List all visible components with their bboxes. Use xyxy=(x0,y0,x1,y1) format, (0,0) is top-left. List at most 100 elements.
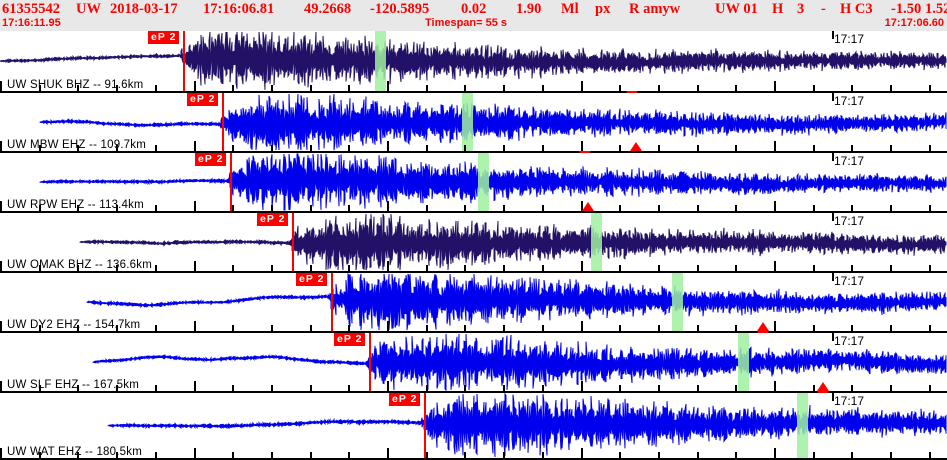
trace-panel[interactable]: eP 2 17:17 UW WAT EHZ -- 180.5km xyxy=(0,393,947,460)
time-tick-label: 17:17 xyxy=(834,394,865,408)
p-pick-line[interactable] xyxy=(292,213,294,271)
axis-tick xyxy=(929,205,931,213)
p-pick-line[interactable] xyxy=(230,153,232,211)
time-tick-mark xyxy=(832,273,834,281)
p-pick-line[interactable] xyxy=(424,393,426,458)
axis-tick xyxy=(697,265,699,273)
trace-panel[interactable]: eP 2 17:17 UW RPW EHZ -- 113.4km xyxy=(0,153,947,213)
axis-tick xyxy=(194,201,196,213)
axis-tick xyxy=(426,205,428,213)
p-pick-label[interactable]: eP 2 xyxy=(296,273,328,286)
magnitude: 1.90 xyxy=(516,1,542,17)
axis-tick xyxy=(348,452,350,460)
axis-tick xyxy=(387,321,389,333)
p-pick-label[interactable]: eP 2 xyxy=(389,393,421,406)
value-one: -1.50 xyxy=(891,1,922,17)
axis-tick xyxy=(503,452,505,460)
axis-tick xyxy=(155,85,157,93)
axis-tick xyxy=(387,201,389,213)
axis-tick xyxy=(116,145,118,153)
p-pick-label[interactable]: eP 2 xyxy=(195,153,227,166)
axis-tick xyxy=(503,385,505,393)
axis-tick xyxy=(387,141,389,153)
axis-tick xyxy=(232,385,234,393)
axis-tick xyxy=(697,145,699,153)
axis-tick xyxy=(581,261,583,273)
waveform-svg xyxy=(92,333,947,391)
p-pick-label[interactable]: eP 2 xyxy=(148,31,180,44)
coda-window-band xyxy=(672,273,683,331)
axis-tick xyxy=(890,205,892,213)
axis-tick xyxy=(155,205,157,213)
channel-label: UW SHUK BHZ -- 91.6km xyxy=(7,79,144,91)
channel-label: UW RPW EHZ -- 113.4km xyxy=(7,199,144,211)
axis-tick xyxy=(387,448,389,460)
h-c3-flag: H C3 xyxy=(840,1,873,17)
amplitude-marker-down-icon xyxy=(817,391,829,393)
magnitude-type: Ml xyxy=(561,1,579,17)
time-tick-label: 17:17 xyxy=(834,32,865,46)
coda-window-band xyxy=(478,153,489,211)
axis-tick xyxy=(310,452,312,460)
axis-tick xyxy=(735,85,737,93)
p-pick-line[interactable] xyxy=(222,93,224,151)
trace-panel[interactable]: eP 2 17:17 UW DY2 EHZ -- 154.7km xyxy=(0,273,947,333)
p-pick-label[interactable]: eP 2 xyxy=(257,213,289,226)
coda-window-band xyxy=(375,31,386,91)
time-tick-mark xyxy=(832,93,834,101)
network-code: UW xyxy=(76,1,101,17)
axis-tick xyxy=(348,265,350,273)
axis-tick xyxy=(735,265,737,273)
time-axis xyxy=(0,151,947,153)
coda-window-band xyxy=(462,93,473,151)
axis-tick xyxy=(658,385,660,393)
trace-panel[interactable]: eP 2 17:17 UW SHUK BHZ -- 91.6km xyxy=(0,31,947,93)
trace-panel[interactable]: eP 2 17:17 UW OMAK BHZ -- 136.6km xyxy=(0,213,947,273)
axis-tick xyxy=(697,452,699,460)
axis-tick xyxy=(77,85,79,93)
header-bar: 61355542 UW 2018-03-17 17:16:06.81 49.26… xyxy=(0,0,947,31)
channel-label: UW SLF EHZ -- 167.5km xyxy=(7,379,139,391)
waveform-svg xyxy=(86,273,947,331)
axis-tick xyxy=(774,81,776,93)
axis-tick xyxy=(194,381,196,393)
axis-tick xyxy=(348,145,350,153)
axis-tick xyxy=(271,145,273,153)
trace-panel[interactable]: eP 2 17:17 UW SLF EHZ -- 167.5km xyxy=(0,333,947,393)
p-pick-label[interactable]: eP 2 xyxy=(187,93,219,106)
time-axis xyxy=(0,391,947,393)
axis-tick xyxy=(194,321,196,333)
trace-panel[interactable]: eP 2 17:17 UW MBW EHZ -- 109.7km xyxy=(0,93,947,153)
axis-tick xyxy=(581,81,583,93)
axis-tick xyxy=(658,265,660,273)
axis-tick xyxy=(929,325,931,333)
axis-tick xyxy=(658,325,660,333)
time-tick-mark xyxy=(832,153,834,161)
axis-tick xyxy=(116,85,118,93)
axis-tick xyxy=(851,145,853,153)
channel-label: UW WAT EHZ -- 180.5km xyxy=(7,446,142,458)
window-end-time: 17:17:06.60 xyxy=(884,17,944,29)
axis-tick xyxy=(194,141,196,153)
axis-tick xyxy=(271,385,273,393)
p-pick-line[interactable] xyxy=(331,273,333,331)
axis-tick xyxy=(929,85,931,93)
axis-tick xyxy=(619,145,621,153)
p-pick-label[interactable]: eP 2 xyxy=(334,333,366,346)
p-pick-line[interactable] xyxy=(369,333,371,391)
axis-tick xyxy=(774,448,776,460)
axis-tick xyxy=(310,145,312,153)
axis-tick xyxy=(658,205,660,213)
axis-tick xyxy=(890,85,892,93)
axis-tick xyxy=(735,452,737,460)
p-pick-line[interactable] xyxy=(183,31,185,91)
axis-tick xyxy=(851,85,853,93)
axis-tick xyxy=(0,261,2,273)
dash-sep: - xyxy=(821,1,826,17)
axis-tick xyxy=(542,385,544,393)
axis-tick xyxy=(619,385,621,393)
axis-tick xyxy=(619,325,621,333)
axis-tick xyxy=(426,452,428,460)
axis-tick xyxy=(581,321,583,333)
axis-tick xyxy=(464,145,466,153)
